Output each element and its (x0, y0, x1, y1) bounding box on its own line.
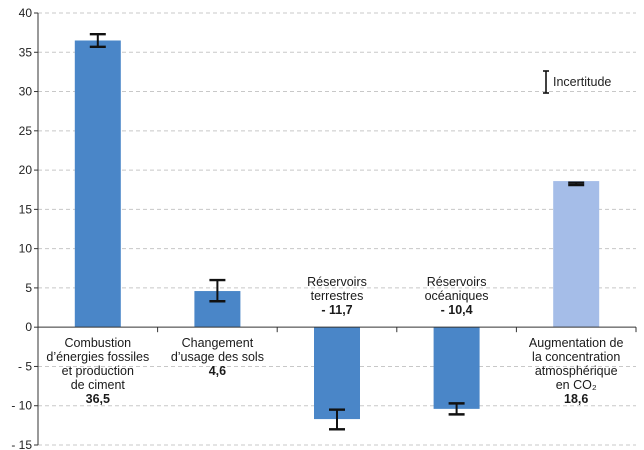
value-label: - 10,4 (440, 303, 473, 318)
y-tick-label: 20 (19, 163, 33, 177)
category-label: Réservoirs océaniques - 10,4 (396, 275, 518, 317)
y-tick-label: - 10 (11, 399, 32, 413)
y-tick-label: 35 (19, 45, 33, 59)
category-name: Réservoirs océaniques (424, 275, 489, 304)
category-name: Réservoirs terrestres (307, 275, 367, 304)
y-tick-label: 0 (25, 320, 32, 334)
y-tick-label: - 5 (18, 359, 32, 373)
y-tick-label: 15 (19, 202, 33, 216)
category-label: Augmentation de la concentration atmosph… (515, 336, 637, 406)
y-tick-label: 30 (19, 85, 33, 99)
bar (433, 327, 480, 409)
legend-label: Incertitude (553, 75, 612, 89)
category-name: Combustion d’énergies fossiles et produc… (46, 336, 150, 393)
value-label: 18,6 (564, 392, 589, 407)
error-bar-icon (543, 70, 549, 94)
value-label: 36,5 (85, 392, 110, 407)
value-label: - 11,7 (321, 303, 353, 318)
y-tick-label: 10 (19, 242, 33, 256)
category-label: Combustion d’énergies fossiles et produc… (37, 336, 159, 406)
value-label: 4,6 (208, 364, 227, 379)
category-label: Réservoirs terrestres - 11,7 (276, 275, 398, 317)
bar (553, 181, 600, 328)
category-label: Changement d’usage des sols 4,6 (156, 336, 278, 378)
y-tick-label: - 15 (11, 438, 32, 450)
bar (74, 40, 121, 328)
category-name: Changement d’usage des sols (170, 336, 264, 365)
y-tick-label: 25 (19, 124, 33, 138)
bar (314, 327, 360, 420)
y-tick-label: 40 (19, 6, 33, 20)
legend: Incertitude (542, 70, 611, 94)
y-tick-label: 5 (25, 281, 32, 295)
category-name: Augmentation de la concentration atmosph… (528, 336, 624, 393)
